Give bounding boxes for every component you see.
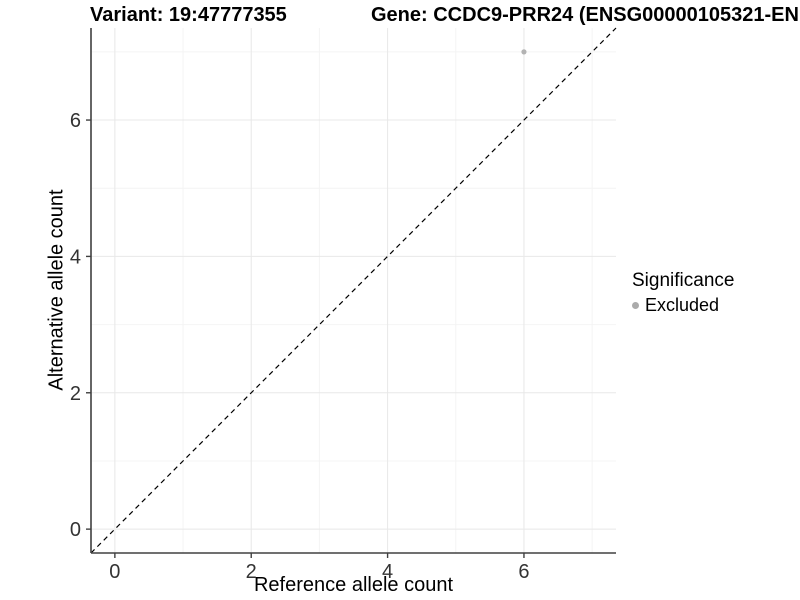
legend-item-label: Excluded [645,295,720,315]
svg-text:4: 4 [382,561,393,583]
legend: Significance Excluded [632,270,734,316]
svg-text:4: 4 [70,246,81,268]
legend-title: Significance [632,270,735,291]
svg-text:6: 6 [518,561,529,583]
svg-text:2: 2 [246,561,257,583]
svg-text:0: 0 [109,561,120,583]
x-axis-title: Reference allele count [253,574,453,596]
y-axis-title: Alternative allele count [45,189,68,391]
svg-text:6: 6 [70,110,81,132]
legend-item: Excluded [632,295,734,316]
variant-title: Variant: 19:47777355 [90,4,287,26]
svg-text:2: 2 [70,383,81,405]
svg-text:0: 0 [70,519,81,541]
gene-title: Gene: CCDC9-PRR24 (ENSG00000105321-EN [371,4,799,26]
excluded-point-icon [632,302,639,309]
